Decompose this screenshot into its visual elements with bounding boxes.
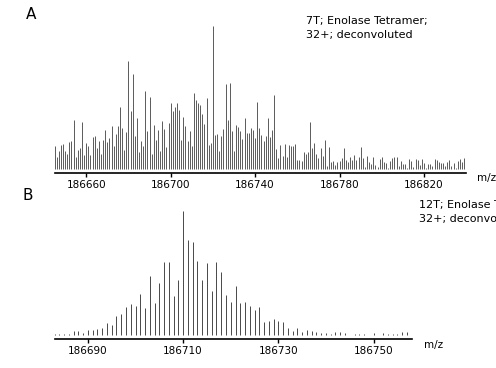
Text: m/z: m/z [477, 173, 496, 183]
Text: m/z: m/z [424, 340, 443, 350]
Text: 7T; Enolase Tetramer;
32+; deconvoluted: 7T; Enolase Tetramer; 32+; deconvoluted [306, 16, 428, 40]
Text: 12T; Enolase Tetramer;
32+; deconvoluted: 12T; Enolase Tetramer; 32+; deconvoluted [419, 200, 496, 224]
Text: B: B [22, 188, 33, 202]
Text: A: A [26, 7, 36, 22]
